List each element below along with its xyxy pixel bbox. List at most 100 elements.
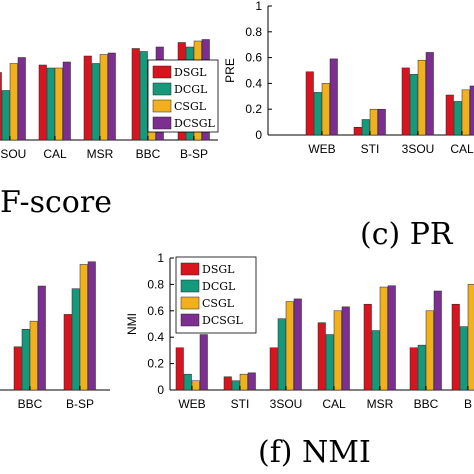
bar-dsgl-sti <box>223 376 232 391</box>
legend-swatch-csgl <box>180 296 200 310</box>
bar-dcgl-cal <box>46 67 55 141</box>
bar-dcsgl-3sou <box>425 52 434 136</box>
bar-dsgl-bbc <box>13 346 22 391</box>
x-tick-label: STI <box>361 142 380 156</box>
bar-csgl-3sou <box>417 59 426 136</box>
bar-dcsgl-sti <box>377 108 386 136</box>
bar-dcsgl-3sou <box>293 298 302 391</box>
x-tick-label: WEB <box>308 142 335 156</box>
bar-dcgl-b <box>459 326 468 391</box>
bar-dcsgl-msr <box>387 285 396 391</box>
x-tick-label: 3SOU <box>270 397 303 411</box>
legend-label-dcgl: DCGL <box>174 83 208 96</box>
bar-dcgl-sti <box>231 380 240 391</box>
bar-csgl-cal <box>54 67 63 141</box>
bar-csgl-b-sp <box>79 264 88 391</box>
chart-panel-pre: 0 0.2 0.4 0.6 0.8 1 PRE WEB STI 3SOU CAL <box>223 0 474 156</box>
x-tick-label: 3SOU <box>402 142 435 156</box>
bar-dcgl-3sou <box>1 90 10 141</box>
x-tick-label: BBC <box>18 397 43 411</box>
bar-dsgl-bbc <box>131 48 140 141</box>
legend-swatch-dcsgl <box>180 313 200 327</box>
bar-dcgl-bbc <box>417 344 426 391</box>
y-tick-label: 0.2 <box>245 102 262 116</box>
bar-dcgl-msr <box>371 330 380 391</box>
bar-dcsgl-web <box>329 58 338 136</box>
x-tick-label: B <box>464 397 472 411</box>
x-tick-label: CAL <box>322 397 346 411</box>
bar-dcgl-web <box>313 92 322 136</box>
bar-csgl-web <box>321 83 330 136</box>
bar-dcsgl-bbc <box>433 290 442 391</box>
bar-dsgl-web <box>305 71 314 136</box>
bar-dcgl-msr <box>91 63 100 141</box>
x-tick-label: WEB <box>178 397 205 411</box>
bar-dcgl-cal <box>453 101 462 136</box>
y-axis-title: PRE <box>223 58 237 83</box>
legend-swatch-csgl <box>152 99 172 113</box>
bar-csgl-msr <box>379 286 388 391</box>
bar-csgl-cal <box>461 89 470 136</box>
chart-panel-nmi: 0 0.2 0.4 0.6 0.8 1 NMI WEB STI 3SOU CAL MSR BBC B DSG… <box>125 251 474 411</box>
x-tick-label: B-SP <box>66 397 94 411</box>
y-tick-label: 0.8 <box>147 277 164 291</box>
bar-dcsgl-cal <box>62 61 71 141</box>
bar-dsgl-3sou <box>0 72 2 141</box>
bar-csgl-msr <box>99 54 108 141</box>
x-tick-label: BBC <box>414 397 439 411</box>
bar-dcsgl-3sou <box>17 57 26 141</box>
legend-label-dsgl: DSGL <box>202 263 235 276</box>
bar-dcsgl-bbc <box>37 285 46 391</box>
bar-dsgl-cal <box>38 64 47 141</box>
bar-dsgl-cal <box>317 322 326 391</box>
bar-csgl-bbc <box>425 310 434 391</box>
x-tick-label: B-SP <box>180 147 208 161</box>
bar-csgl-b <box>467 284 474 391</box>
chart-panel-fscore: 3SOU CAL MSR BBC B-SP DSGL DCGL CSGL DCSGL <box>0 39 219 161</box>
y-tick-label: 0 <box>255 128 262 142</box>
y-tick-label: 0.6 <box>245 51 262 65</box>
bar-dcgl-bbc <box>21 329 30 391</box>
bar-dsgl-sti <box>353 127 362 136</box>
y-tick-label: 0.2 <box>147 357 164 371</box>
bar-dsgl-web <box>175 347 184 391</box>
legend-label-dsgl: DSGL <box>174 66 207 79</box>
legend-swatch-dcgl <box>152 82 172 96</box>
y-axis-title: NMI <box>125 313 139 335</box>
bar-csgl-cal <box>333 310 342 391</box>
bar-dsgl-cal <box>445 94 454 136</box>
y-tick-label: 0.4 <box>245 76 262 90</box>
bar-dcsgl-msr <box>107 52 116 141</box>
caption-fscore: F-score <box>0 185 112 220</box>
y-tick-label: 0.8 <box>245 25 262 39</box>
bar-dcgl-cal <box>325 334 334 391</box>
bar-dsgl-b-sp <box>63 314 72 391</box>
bar-dsgl-3sou <box>269 347 278 391</box>
bar-dcgl-3sou <box>277 318 286 391</box>
bar-dsgl-bbc <box>409 347 418 391</box>
bar-dcgl-bbc <box>139 51 148 141</box>
x-tick-label: MSR <box>87 147 114 161</box>
bar-dcsgl-b-sp <box>87 261 96 391</box>
bar-csgl-3sou <box>285 301 294 391</box>
x-tick-label: BBC <box>136 147 161 161</box>
bar-csgl-sti <box>239 373 248 391</box>
bar-csgl-sti <box>369 108 378 136</box>
legend-swatch-dcgl <box>180 279 200 293</box>
x-tick-label: CAL <box>450 142 474 156</box>
legend-swatch-dsgl <box>180 262 200 276</box>
legend-label-dcsgl: DCSGL <box>174 117 216 130</box>
legend-label-dcsgl: DCSGL <box>202 314 244 327</box>
y-tick-label: 1 <box>255 0 262 13</box>
bar-dcsgl-web <box>199 334 208 391</box>
y-tick-label: 0.4 <box>147 330 164 344</box>
bar-dcgl-sti <box>361 119 370 136</box>
x-tick-label: CAL <box>43 147 67 161</box>
y-tick-label: 1 <box>157 251 164 265</box>
bar-dsgl-msr <box>363 303 372 391</box>
x-tick-label: 3SOU <box>0 147 26 161</box>
y-tick-label: 0 <box>157 383 164 397</box>
chart-panel-e: BBC B-SP <box>0 261 110 411</box>
bar-csgl-web <box>191 380 200 391</box>
